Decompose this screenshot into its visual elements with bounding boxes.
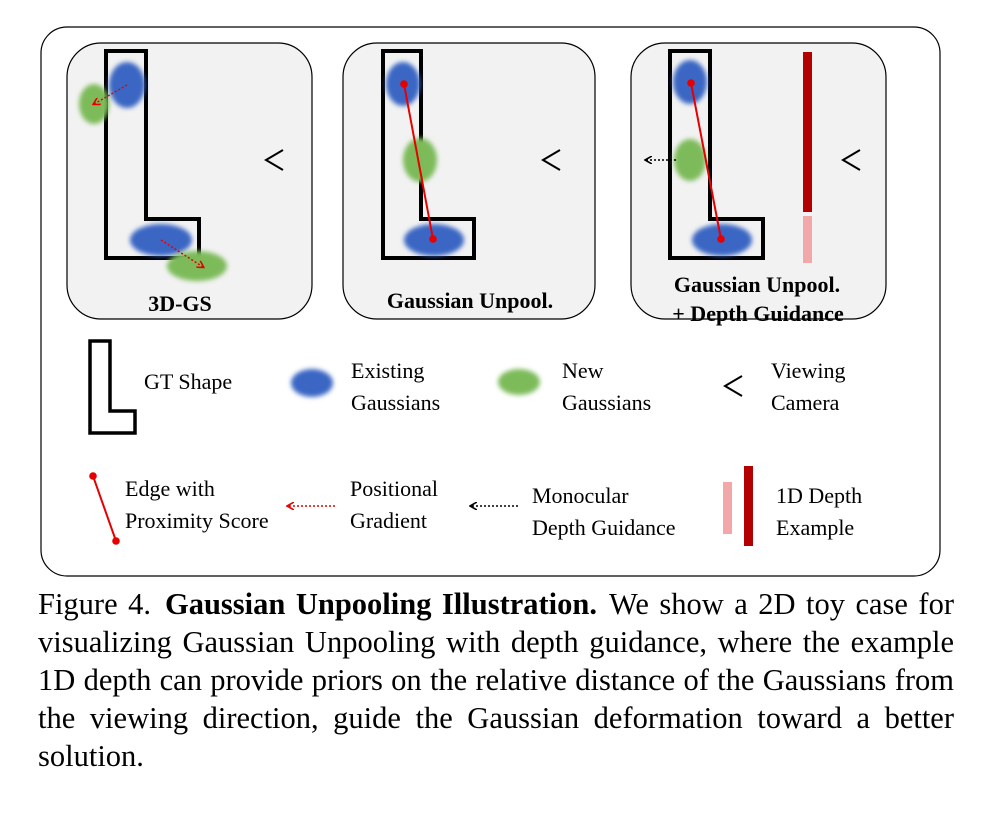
legend-camera-label-line2: Camera <box>771 390 840 415</box>
legend-existing-label-line1: Existing <box>351 358 424 383</box>
panel-3dgs-box <box>66 42 313 320</box>
legend-depth-label-line1: 1D Depth <box>776 483 862 508</box>
camera-icon <box>541 149 561 171</box>
camera-icon <box>841 149 861 171</box>
legend-new-label-line1: New <box>562 358 604 383</box>
panel-unpool-depth-title-line1: Gaussian Unpool. <box>674 272 840 297</box>
legend-edge-label-line1: Edge with <box>125 476 215 501</box>
legend-new: New Gaussians <box>498 358 651 415</box>
legend-mono-label-line2: Depth Guidance <box>532 515 676 540</box>
panel-unpool-depth-box <box>630 42 887 320</box>
panel-unpool-title: Gaussian Unpool. <box>387 288 553 313</box>
new-gaussian-icon <box>674 139 706 181</box>
legend-gt-shape: GT Shape <box>88 339 232 435</box>
camera-icon <box>264 149 284 171</box>
edge-node <box>112 537 120 545</box>
l-shape-icon <box>104 49 201 260</box>
panel-unpool-depth: Gaussian Unpool. + Depth Guidance <box>630 42 887 326</box>
panel-3dgs: 3D-GS <box>66 42 313 320</box>
caption-label: Figure 4. <box>38 587 151 621</box>
depth-bar-light <box>803 216 812 263</box>
caption-title: Gaussian Unpooling Illustration. <box>165 587 597 621</box>
legend-camera: Viewing Camera <box>723 358 845 415</box>
legend-mono-depth: Monocular Depth Guidance <box>471 483 676 540</box>
edge-node <box>400 80 408 88</box>
gradient-arrow-icon <box>160 239 203 267</box>
panel-unpool: Gaussian Unpool. <box>342 42 596 320</box>
panel-3dgs-title: 3D-GS <box>148 291 212 316</box>
depth-bar-dark <box>803 52 812 212</box>
depth-bar-dark <box>744 466 753 546</box>
caption-text: We show a 2D toy case for visualizing Ga… <box>38 587 954 773</box>
legend-camera-label-line1: Viewing <box>771 358 845 383</box>
camera-icon <box>723 375 743 397</box>
edge-node <box>687 79 695 87</box>
figure-diagram: 3D-GS Gaussian Unpool. Gaussian Unpool. … <box>40 26 941 577</box>
new-gaussian-icon <box>498 369 540 395</box>
legend-edge: Edge with Proximity Score <box>89 472 269 545</box>
panel-unpool-depth-title-line2: + Depth Guidance <box>672 301 844 326</box>
new-gaussian-icon <box>403 138 437 182</box>
legend-gt-shape-label: GT Shape <box>144 369 232 394</box>
panel-unpool-box <box>342 42 596 320</box>
edge-line <box>403 83 434 240</box>
legend-existing: Existing Gaussians <box>291 358 440 415</box>
existing-gaussian-icon <box>291 369 333 397</box>
legend-existing-label-line2: Gaussians <box>351 390 440 415</box>
edge-node <box>429 235 437 243</box>
legend-depth-example: 1D Depth Example <box>723 466 862 546</box>
depth-bar-light <box>723 482 732 534</box>
l-shape-icon <box>88 339 137 435</box>
legend-gradient: Positional Gradient <box>288 476 438 533</box>
legend-new-label-line2: Gaussians <box>562 390 651 415</box>
figure-caption: Figure 4. Gaussian Unpooling Illustration… <box>38 585 954 775</box>
legend-edge-label-line2: Proximity Score <box>125 508 269 533</box>
legend-gradient-label-line1: Positional <box>350 476 438 501</box>
new-gaussian-icon <box>167 251 227 281</box>
edge-node <box>89 472 97 480</box>
legend-depth-label-line2: Example <box>776 515 854 540</box>
edge-line <box>690 82 722 240</box>
edge-node <box>717 235 725 243</box>
l-shape-icon <box>381 49 476 260</box>
l-shape-icon <box>668 49 765 260</box>
legend-gradient-label-line2: Gradient <box>350 508 427 533</box>
legend-mono-label-line1: Monocular <box>532 483 629 508</box>
edge-line <box>92 475 117 542</box>
